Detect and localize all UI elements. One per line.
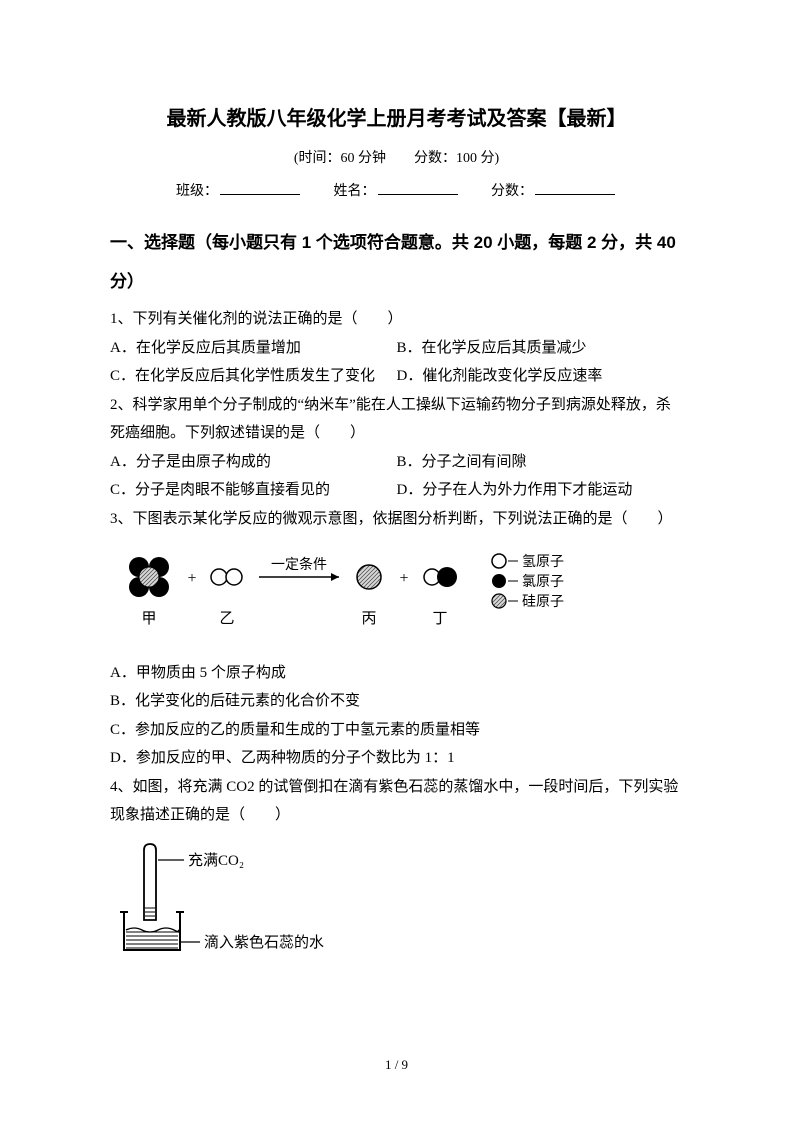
q2-opt-c: C．分子是肉眼不能够直接看见的 xyxy=(110,476,397,505)
full-score: 100 分) xyxy=(456,151,499,166)
question-4: 4、如图，将充满 CO2 的试管倒扣在滴有紫色石蕊的蒸馏水中，一段时间后，下列实… xyxy=(110,773,683,973)
label-yi: 乙 xyxy=(219,611,234,627)
q1-opt-c: C．在化学反应后其化学性质发生了变化 xyxy=(110,362,397,391)
q1-stem: 1、下列有关催化剂的说法正确的是（ ） xyxy=(110,305,683,334)
q2-opt-d: D．分子在人为外力作用下才能运动 xyxy=(397,476,684,505)
q2-stem: 2、科学家用单个分子制成的“纳米车”能在人工操纵下运输药物分子到病源处释放，杀死… xyxy=(110,391,683,448)
class-label: 班级： xyxy=(176,184,218,199)
student-info-line: 班级： 姓名： 分数： xyxy=(110,179,683,206)
svg-text:+: + xyxy=(187,570,196,587)
question-3: 3、下图表示某化学反应的微观示意图，依据图分析判断，下列说法正确的是（ ） 甲 … xyxy=(110,505,683,773)
label-ding: 丁 xyxy=(432,611,447,627)
legend-h: 氢原子 xyxy=(522,554,564,570)
label-bing: 丙 xyxy=(361,611,376,627)
svg-text:+: + xyxy=(399,570,408,587)
q3-opt-d: D．参加反应的甲、乙两种物质的分子个数比为 1：1 xyxy=(110,744,683,773)
q3-opt-a: A．甲物质由 5 个原子构成 xyxy=(110,659,683,688)
q4-label-top: 充满CO₂ xyxy=(188,852,244,869)
q3-opt-b: B．化学变化的后硅元素的化合价不变 xyxy=(110,687,683,716)
label-jia: 甲 xyxy=(141,611,156,627)
q1-opt-d: D．催化剂能改变化学反应速率 xyxy=(397,362,684,391)
score-blank[interactable] xyxy=(535,181,615,195)
q1-opt-b: B．在化学反应后其质量减少 xyxy=(397,334,684,363)
q3-opt-c: C．参加反应的乙的质量和生成的丁中氢元素的质量相等 xyxy=(110,716,683,745)
label-cond: 一定条件 xyxy=(271,556,327,573)
duration: 60 分钟 xyxy=(341,151,387,166)
q4-label-bot: 滴入紫色石蕊的水 xyxy=(204,933,324,951)
legend-cl: 氯原子 xyxy=(522,574,564,590)
q4-diagram: 充满CO₂ 滴入紫色石蕊的水 xyxy=(114,842,683,973)
sub-prefix: (时间： xyxy=(294,151,341,166)
legend-si: 硅原子 xyxy=(522,594,564,610)
q3-stem: 3、下图表示某化学反应的微观示意图，依据图分析判断，下列说法正确的是（ ） xyxy=(110,505,683,534)
page-number: 1 / 9 xyxy=(0,1053,793,1078)
name-label: 姓名： xyxy=(334,184,376,199)
q3-diagram: 甲 + 乙 一定条件 丙 + 丁 氢原子 氯原子 xyxy=(114,545,683,651)
section-1-heading: 一、选择题（每小题只有 1 个选项符合题意。共 20 小题，每题 2 分，共 4… xyxy=(110,223,683,301)
question-1: 1、下列有关催化剂的说法正确的是（ ） A．在化学反应后其质量增加 B．在化学反… xyxy=(110,305,683,391)
q1-opt-a: A．在化学反应后其质量增加 xyxy=(110,334,397,363)
q4-stem: 4、如图，将充满 CO2 的试管倒扣在滴有紫色石蕊的蒸馏水中，一段时间后，下列实… xyxy=(110,773,683,830)
name-blank[interactable] xyxy=(378,181,458,195)
q2-opt-b: B．分子之间有间隙 xyxy=(397,448,684,477)
class-blank[interactable] xyxy=(220,181,300,195)
score-label2: 分数： xyxy=(491,184,533,199)
q2-opt-a: A．分子是由原子构成的 xyxy=(110,448,397,477)
exam-subtitle: (时间：60 分钟 分数：100 分) xyxy=(110,146,683,173)
exam-title: 最新人教版八年级化学上册月考考试及答案【最新】 xyxy=(110,100,683,138)
question-2: 2、科学家用单个分子制成的“纳米车”能在人工操纵下运输药物分子到病源处释放，杀死… xyxy=(110,391,683,505)
score-lab: 分数： xyxy=(414,151,456,166)
